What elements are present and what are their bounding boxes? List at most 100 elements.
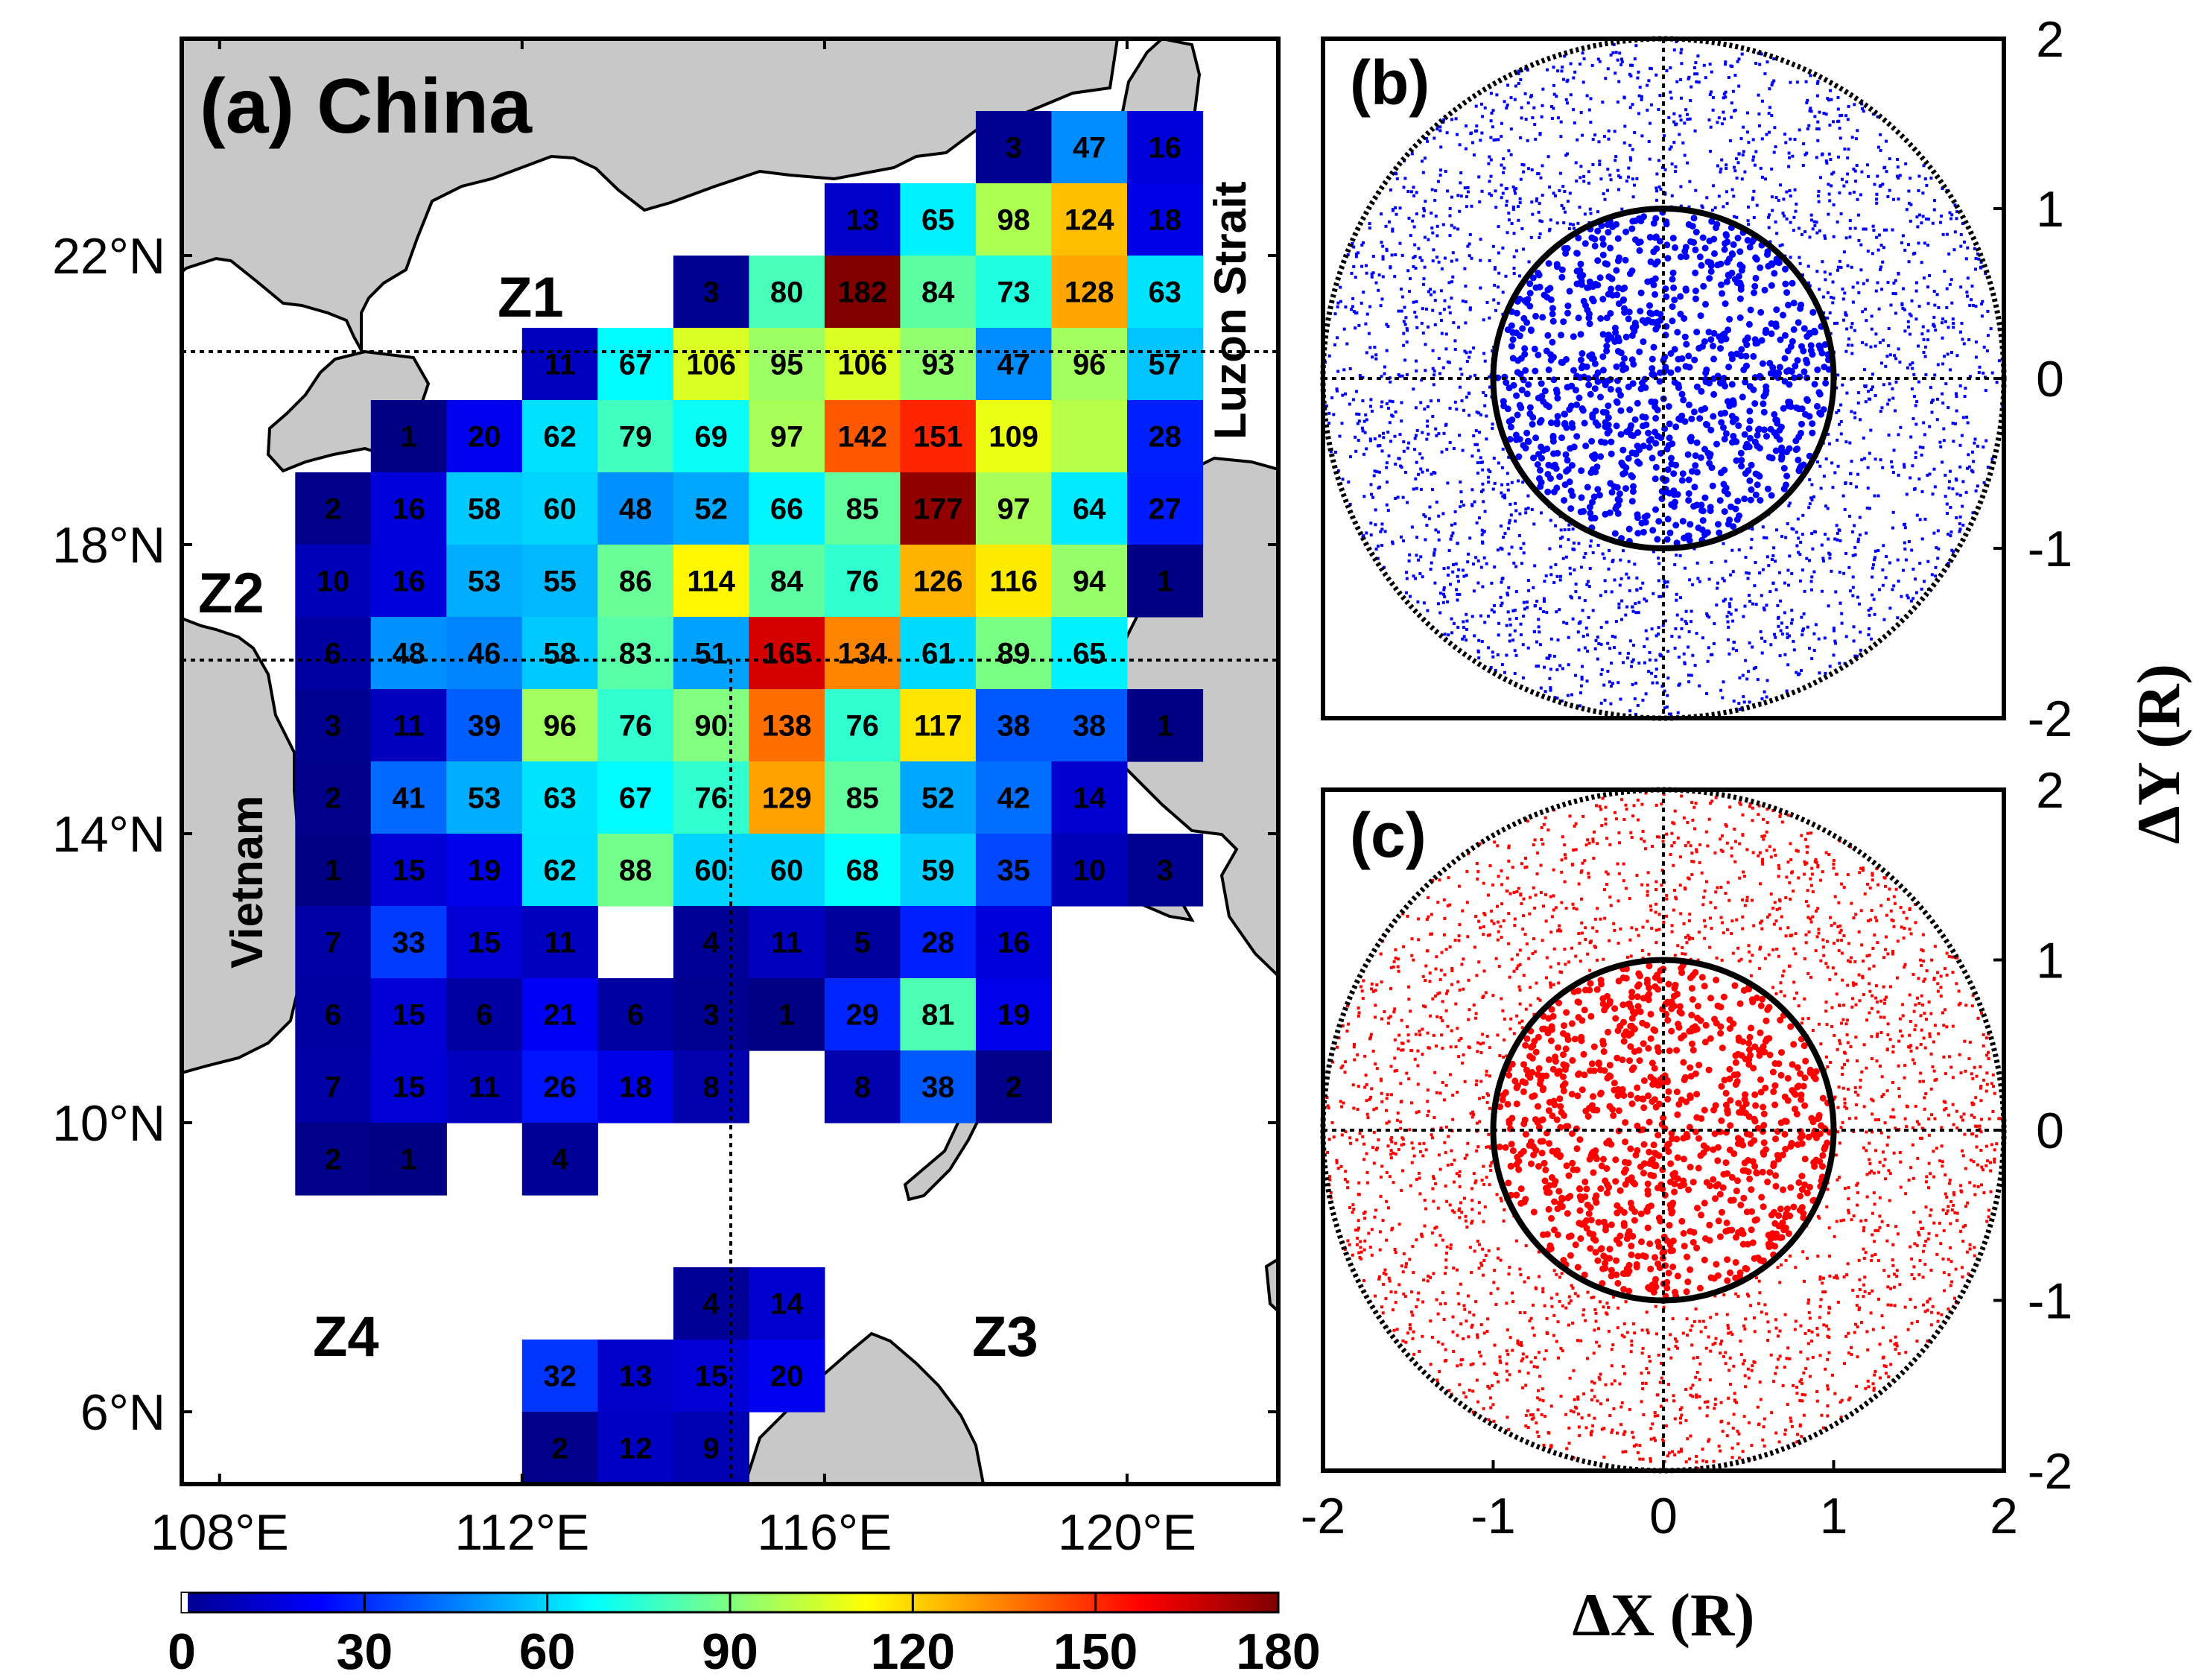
scatter-point-inner — [1590, 493, 1598, 501]
scatter-point-outer — [1955, 1211, 1959, 1215]
scatter-point-inner — [1745, 320, 1753, 328]
scatter-point-outer — [1502, 536, 1506, 539]
scatter-point-inner — [1682, 244, 1690, 251]
scatter-point-outer — [1880, 1075, 1884, 1079]
cell-value: 1 — [325, 855, 341, 887]
scatter-point-outer — [1523, 607, 1526, 611]
scatter-point-outer — [1382, 1282, 1386, 1286]
cell-value: 177 — [913, 493, 963, 526]
scatter-point-outer — [1859, 1321, 1863, 1324]
scatter-point-inner — [1707, 426, 1715, 434]
scatter-point-outer — [1751, 1364, 1754, 1368]
scatter-point-inner — [1754, 426, 1762, 434]
scatter-point-outer — [1966, 294, 1969, 298]
scatter-point-outer — [1871, 593, 1874, 597]
scatter-point-outer — [1410, 954, 1414, 957]
scatter-point-outer — [1438, 372, 1441, 375]
scatter-point-outer — [1440, 319, 1443, 323]
scatter-point-outer — [1491, 422, 1494, 426]
scatter-point-outer — [1946, 352, 1949, 356]
scatter-point-inner — [1614, 334, 1622, 341]
scatter-point-outer — [1748, 700, 1751, 704]
scatter-point-outer — [1622, 1335, 1626, 1339]
scatter-point-outer — [1808, 647, 1811, 650]
scatter-point-inner — [1621, 355, 1628, 362]
scatter-point-outer — [1836, 220, 1839, 224]
scatter-point-outer — [1442, 586, 1446, 589]
scatter-point-outer — [1713, 1398, 1717, 1401]
scatter-point-inner — [1543, 347, 1550, 355]
scatter-point-outer — [1768, 87, 1771, 91]
scatter-point-outer — [1438, 878, 1441, 882]
scatter-point-inner — [1652, 414, 1660, 422]
scatter-point-outer — [1850, 410, 1853, 413]
scatter-point-outer — [1789, 194, 1792, 198]
scatter-point-outer — [1935, 293, 1939, 297]
scatter-point-outer — [1475, 1149, 1479, 1153]
scatter-point-outer — [1848, 219, 1852, 223]
scatter-point-outer — [1449, 537, 1453, 541]
scatter-point-inner — [1591, 360, 1599, 367]
scatter-point-outer — [1793, 1328, 1797, 1331]
scatter-point-outer — [1927, 1186, 1930, 1190]
scatter-point-outer — [1926, 329, 1930, 333]
scatter-point-outer — [1466, 244, 1470, 248]
cell-value: 83 — [619, 638, 653, 671]
scatter-point-outer — [1846, 1041, 1850, 1045]
scatter-point-outer — [1430, 561, 1433, 565]
scatter-point-outer — [1841, 288, 1844, 291]
scatter-point-outer — [1627, 166, 1631, 170]
scatter-point-outer — [1507, 149, 1511, 153]
scatter-point-outer — [1853, 169, 1857, 173]
scatter-point-outer — [1544, 1349, 1548, 1353]
scatter-point-inner — [1677, 311, 1684, 317]
scatter-point-outer — [1541, 194, 1544, 197]
scatter-point-outer — [1549, 1296, 1553, 1300]
scatter-point-outer — [1941, 321, 1944, 325]
scatter-point-outer — [1567, 527, 1571, 531]
scatter-point-outer — [1446, 600, 1450, 603]
scatter-point-outer — [1737, 84, 1741, 88]
scatter-point-inner — [1573, 250, 1581, 257]
scatter-point-outer — [1835, 524, 1838, 527]
cell-value: 129 — [762, 782, 812, 815]
scatter-point-inner — [1591, 514, 1599, 522]
scatter-point-outer — [1628, 106, 1632, 110]
scatter-point-outer — [1947, 406, 1950, 410]
scatter-point-outer — [1521, 928, 1525, 931]
scatter-point-outer — [1407, 441, 1411, 445]
scatter-point-inner — [1686, 364, 1693, 371]
scatter-point-outer — [1502, 171, 1506, 174]
scatter-point-outer — [1844, 1334, 1848, 1338]
scatter-point-outer — [1914, 281, 1918, 285]
scatter-point-outer — [1559, 135, 1563, 139]
scatter-point-outer — [1421, 214, 1425, 218]
label-china: China — [317, 63, 533, 150]
scatter-point-outer — [1362, 1279, 1365, 1282]
scatter-point-outer — [1851, 1288, 1855, 1292]
scatter-point-outer — [1412, 194, 1416, 197]
scatter-point-outer — [1476, 472, 1479, 475]
scatter-point-outer — [1811, 1029, 1815, 1032]
scatter-point-outer — [1368, 1097, 1371, 1101]
scatter-point-inner — [1724, 259, 1731, 266]
scatter-point-outer — [1763, 639, 1767, 643]
scatter-point-outer — [1460, 500, 1463, 504]
scatter-point-inner — [1722, 300, 1729, 308]
scatter-point-outer — [1480, 489, 1483, 493]
scatter-point-outer — [1750, 537, 1754, 541]
scatter-point-outer — [1584, 552, 1587, 555]
cell-value: 4 — [702, 927, 720, 960]
scatter-point-outer — [1720, 158, 1724, 162]
scatter-point-outer — [1413, 448, 1416, 451]
scatter-point-outer — [1851, 575, 1855, 579]
scatter-point-outer — [1422, 282, 1425, 286]
scatter-point-outer — [1897, 197, 1900, 201]
scatter-point-outer — [1389, 986, 1392, 990]
scatter-point-outer — [1431, 415, 1435, 418]
scatter-point-outer — [1403, 1295, 1407, 1299]
scatter-point-outer — [1838, 539, 1842, 542]
scatter-point-outer — [1952, 322, 1955, 325]
scatter-point-outer — [1503, 1017, 1506, 1021]
scatter-point-outer — [1552, 894, 1555, 898]
